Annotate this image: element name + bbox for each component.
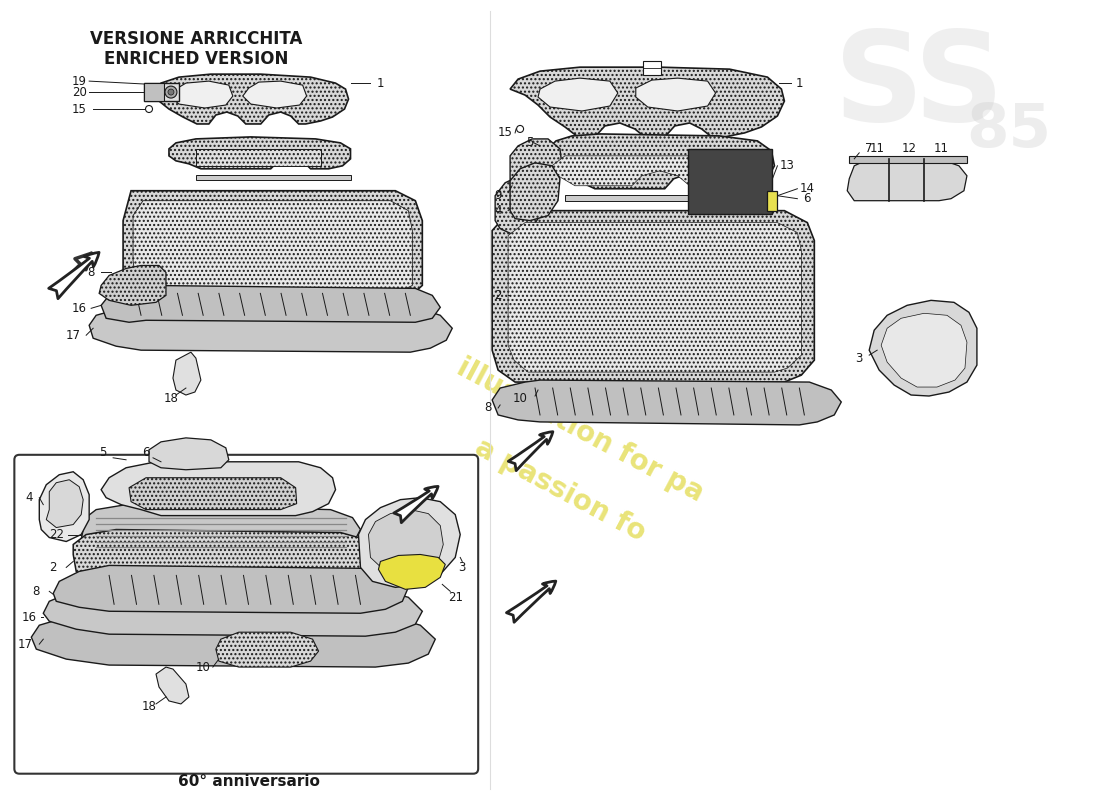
Text: 4: 4 [25,491,33,504]
Text: 60° anniversario: 60° anniversario [178,774,320,789]
Polygon shape [216,632,319,667]
Text: 22: 22 [48,528,64,541]
Polygon shape [196,149,320,166]
Polygon shape [243,81,307,108]
Polygon shape [359,498,460,587]
Polygon shape [378,554,446,590]
Polygon shape [538,384,784,392]
Text: 12: 12 [902,142,916,155]
Polygon shape [847,159,967,201]
Text: 5: 5 [99,446,107,459]
Text: 13: 13 [780,159,795,172]
Polygon shape [156,667,189,704]
Polygon shape [510,67,784,137]
Text: 10: 10 [513,391,528,405]
Polygon shape [169,137,351,169]
Text: 16: 16 [72,302,87,315]
Text: S: S [834,26,924,146]
Text: 6: 6 [804,192,811,206]
Polygon shape [173,352,201,395]
Text: 20: 20 [72,86,87,98]
Text: 17: 17 [66,329,80,342]
Text: 16: 16 [22,610,36,624]
Polygon shape [881,314,967,387]
Text: 5: 5 [527,136,534,150]
Polygon shape [492,210,814,382]
Polygon shape [123,190,422,300]
Text: 18: 18 [142,701,156,714]
Polygon shape [53,566,408,614]
Polygon shape [510,139,562,201]
Text: 11: 11 [870,142,884,155]
Polygon shape [148,438,229,470]
Text: 8: 8 [88,266,95,279]
Text: illustration for pa: illustration for pa [452,353,708,507]
Text: 15: 15 [497,126,513,139]
Polygon shape [133,201,412,292]
Text: 4: 4 [494,204,502,217]
Polygon shape [495,176,542,235]
Text: 11: 11 [934,142,948,155]
Text: 85: 85 [966,102,1052,161]
Text: 3: 3 [856,352,862,365]
Circle shape [165,86,177,98]
Circle shape [145,106,153,113]
Polygon shape [548,134,774,189]
Text: 9: 9 [494,190,502,202]
Text: ENRICHED VERSION: ENRICHED VERSION [103,50,288,68]
FancyBboxPatch shape [14,455,478,774]
Circle shape [168,89,174,95]
Text: 14: 14 [800,182,815,195]
Polygon shape [565,194,761,201]
Text: 19: 19 [72,74,87,88]
Text: 3: 3 [459,561,466,574]
Text: VERSIONE ARRICCHITA: VERSIONE ARRICCHITA [90,30,302,48]
Polygon shape [849,156,967,163]
Text: 21: 21 [448,591,463,604]
Text: 8: 8 [33,585,40,598]
Polygon shape [46,480,84,527]
Polygon shape [129,478,297,510]
Polygon shape [510,163,560,221]
Polygon shape [144,83,164,101]
Polygon shape [89,306,452,352]
Polygon shape [99,266,166,306]
Text: 17: 17 [18,638,33,650]
Text: 18: 18 [164,391,178,405]
Polygon shape [74,530,383,590]
Text: 1: 1 [795,77,803,90]
Polygon shape [101,462,336,515]
Polygon shape [492,380,842,425]
Polygon shape [508,222,802,372]
Text: 8: 8 [484,402,492,414]
Text: 7: 7 [866,142,873,155]
Polygon shape [538,78,618,111]
Polygon shape [636,78,716,111]
Text: 2: 2 [494,289,502,302]
Text: 15: 15 [72,102,87,115]
Polygon shape [368,510,443,575]
Polygon shape [196,174,351,180]
Polygon shape [156,74,349,124]
Polygon shape [31,614,436,667]
Text: S: S [914,26,1004,146]
Polygon shape [170,81,233,108]
Text: 10: 10 [196,661,210,674]
Bar [642,61,661,75]
Circle shape [517,126,524,133]
Bar [688,149,772,214]
Polygon shape [552,156,761,186]
Polygon shape [81,505,361,551]
Polygon shape [40,472,89,542]
Bar [768,190,778,210]
Polygon shape [144,83,179,101]
Polygon shape [869,300,977,396]
Text: a passion fo: a passion fo [470,433,650,546]
Text: 6: 6 [142,446,150,459]
Text: 2: 2 [50,561,57,574]
Text: 1: 1 [376,77,384,90]
Polygon shape [43,587,422,636]
Polygon shape [101,286,440,322]
